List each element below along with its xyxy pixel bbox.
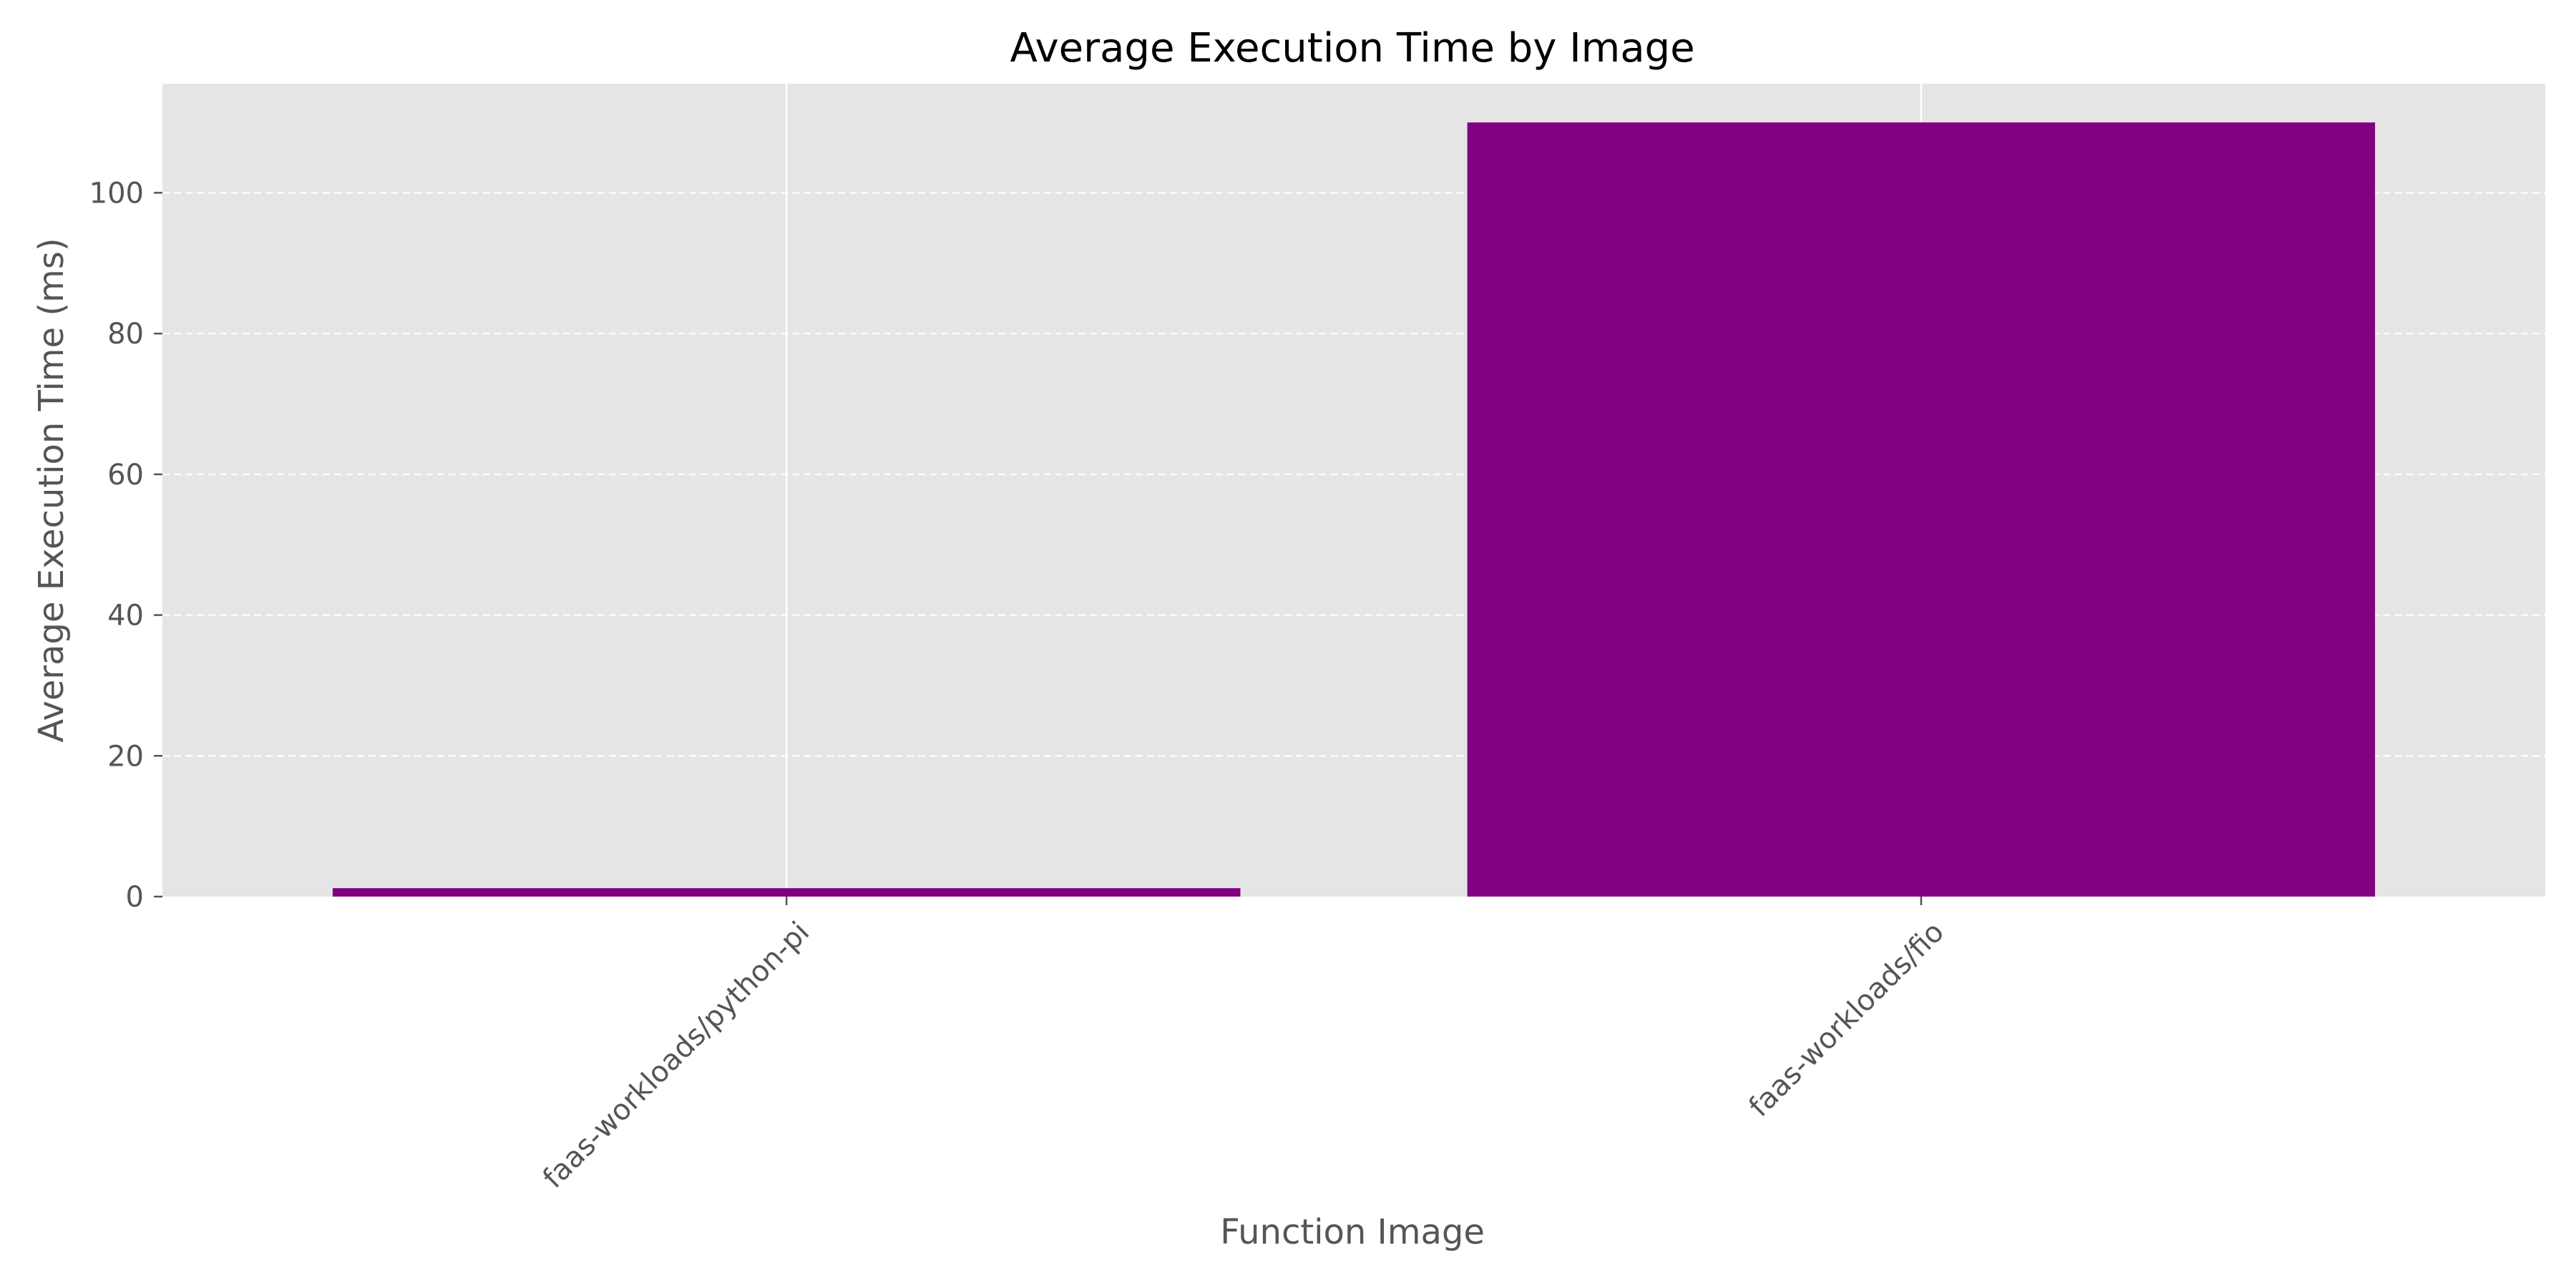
bar [1467,122,2376,897]
y-tick-label: 100 [89,177,144,210]
bar [332,888,1241,897]
x-axis-label: Function Image [1220,1212,1485,1252]
y-tick-label: 0 [126,881,144,914]
x-tick-label: faas-workloads/python-pi [537,916,816,1195]
chart-title: Average Execution Time by Image [1010,25,1694,72]
x-tick-label: faas-workloads/fio [1743,916,1951,1123]
y-tick-label: 40 [107,600,144,633]
y-tick-label: 60 [107,459,144,492]
y-axis-ticks: 0 20 40 60 80 100 [89,177,162,914]
y-tick-label: 20 [107,740,144,773]
y-tick-label: 80 [107,318,144,351]
x-axis-ticks: faas-workloads/python-pi faas-workloads/f… [537,897,1951,1195]
bars [332,122,2376,897]
y-axis-label: Average Execution Time (ms) [31,238,72,742]
